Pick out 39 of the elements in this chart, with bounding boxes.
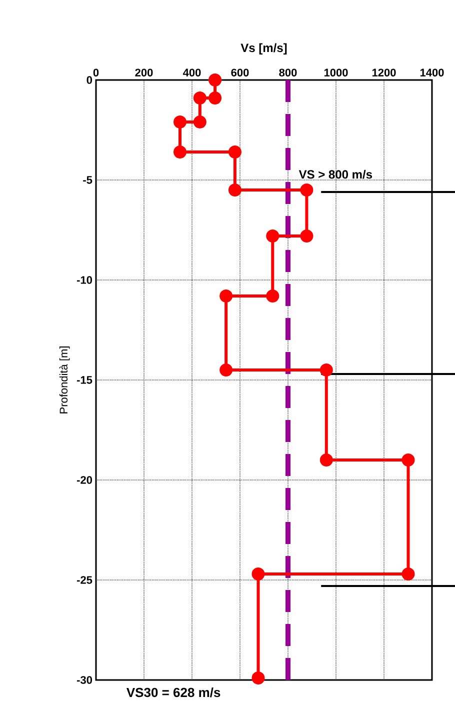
- point: [266, 230, 280, 242]
- point: [173, 146, 186, 158]
- point: [320, 453, 333, 466]
- point: [402, 567, 415, 580]
- point: [320, 363, 333, 376]
- y-axis-title: Profondità [m]: [59, 346, 70, 414]
- point: [193, 116, 206, 128]
- text: VS30 = 628 m/s: [126, 688, 220, 698]
- x-tick-label: 800: [279, 68, 297, 76]
- point: [402, 453, 415, 466]
- point: [220, 290, 233, 302]
- point: [300, 230, 314, 242]
- point: [252, 567, 265, 580]
- point: [173, 116, 186, 128]
- x-axis-title: Vs [m/s]: [240, 43, 287, 54]
- ref-line-label: VS > 800 m/s: [298, 170, 372, 179]
- point: [228, 146, 242, 158]
- point: [193, 92, 206, 105]
- x-tick-label: 400: [182, 68, 201, 76]
- x-tick-label: 1200: [372, 68, 396, 76]
- point: [208, 74, 222, 87]
- x-tick-label: 1000: [324, 68, 348, 76]
- point: [208, 92, 222, 105]
- y-tick-label: -15: [76, 376, 92, 384]
- y-tick-label: -30: [76, 676, 92, 684]
- point: [266, 290, 280, 302]
- y-tick-label: -20: [76, 476, 92, 484]
- point: [252, 671, 265, 684]
- point: [228, 184, 242, 196]
- y-tick-label: -10: [76, 276, 92, 284]
- x-tick-label: 1400: [420, 68, 444, 76]
- y-tick-label: -25: [76, 576, 92, 584]
- x-tick-label: 200: [135, 68, 153, 76]
- y-tick-label: 0: [86, 76, 92, 84]
- point: [300, 184, 314, 196]
- x-tick-label: 0: [93, 68, 99, 76]
- y-tick-label: -5: [83, 176, 92, 184]
- point: [220, 363, 233, 376]
- x-tick-label: 600: [231, 68, 249, 76]
